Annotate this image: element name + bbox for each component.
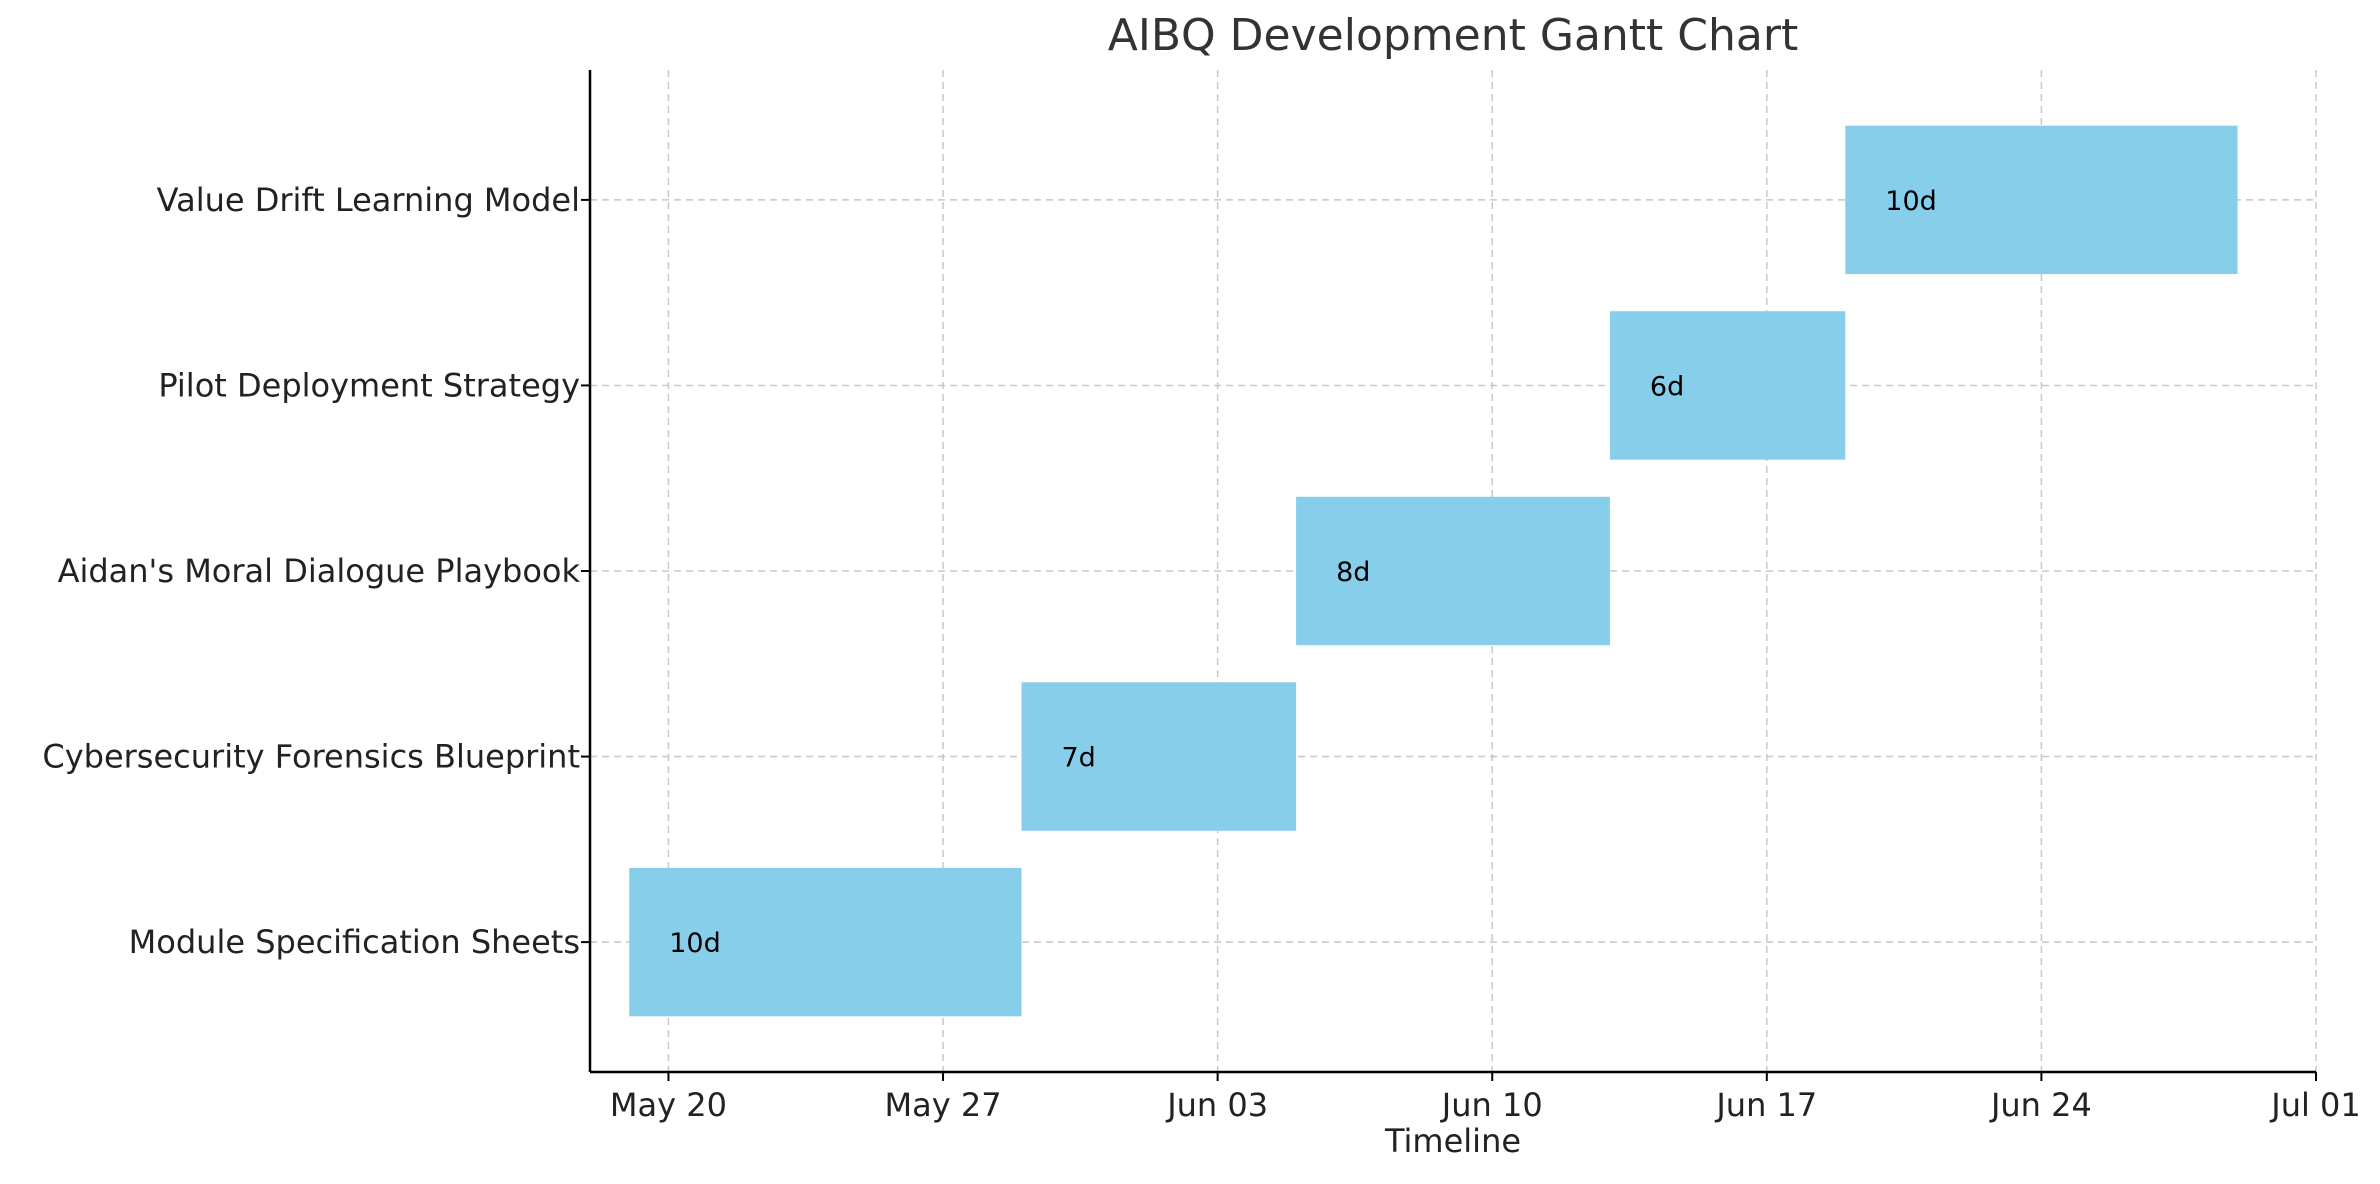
x-tick-label: Jun 17 bbox=[1714, 1086, 1817, 1124]
task-name-label: Value Drift Learning Model bbox=[157, 181, 580, 219]
task-name-label: Cybersecurity Forensics Blueprint bbox=[42, 738, 580, 776]
task-bar bbox=[629, 867, 1022, 1017]
axes: May 20 May 27 Jun 03 Jun 10 Jun 17 Jun 24 Jul … bbox=[42, 70, 2361, 1124]
x-tick-label: Jun 24 bbox=[1989, 1086, 2092, 1124]
bar-duration-label: 10d bbox=[1885, 186, 1937, 217]
task-name-label: Pilot Deployment Strategy bbox=[158, 366, 580, 404]
task-name-label: Aidan's Moral Dialogue Playbook bbox=[58, 552, 581, 590]
task-bars: 10d 7d 8d 6d 10d bbox=[629, 125, 2238, 1017]
task-bar bbox=[1845, 125, 2238, 275]
bar-duration-label: 8d bbox=[1336, 557, 1370, 588]
bar-duration-label: 7d bbox=[1062, 743, 1096, 774]
x-tick-label: Jun 03 bbox=[1165, 1086, 1268, 1124]
bar-duration-label: 6d bbox=[1650, 371, 1684, 402]
task-bar bbox=[1021, 682, 1297, 831]
task-bar bbox=[1296, 496, 1610, 646]
x-axis-label: Timeline bbox=[1384, 1122, 1521, 1160]
x-tick-label: Jun 10 bbox=[1440, 1086, 1543, 1124]
bar-duration-label: 10d bbox=[669, 928, 721, 959]
task-name-label: Module Specification Sheets bbox=[129, 923, 580, 961]
x-tick-label: May 20 bbox=[610, 1086, 727, 1124]
x-tick-label: May 27 bbox=[885, 1086, 1002, 1124]
task-bar bbox=[1609, 311, 1846, 460]
chart-title: AIBQ Development Gantt Chart bbox=[1108, 10, 1798, 61]
x-tick-label: Jul 01 bbox=[2269, 1086, 2361, 1124]
